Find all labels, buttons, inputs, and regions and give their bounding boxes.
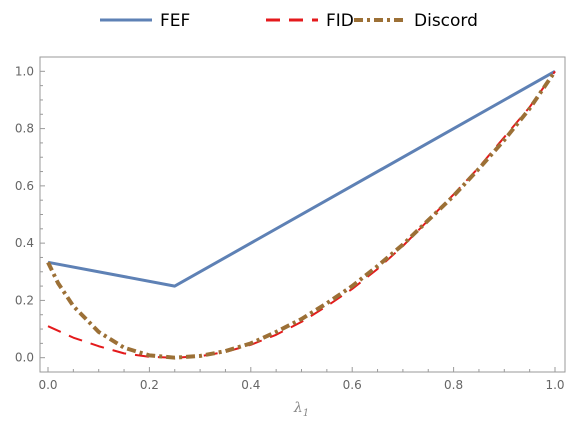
- x-axis-title-main: λ: [293, 400, 303, 416]
- x-axis: 0.0 0.2 0.4 0.6 0.8 1.0: [38, 367, 565, 392]
- y-tick-label: 0.2: [15, 293, 34, 307]
- x-tick-label: 0.0: [38, 378, 57, 392]
- series-layer: [46, 70, 557, 360]
- y-tick-label: 0.8: [15, 122, 34, 136]
- y-axis: 0.0 0.2 0.4 0.6 0.8 1.0: [15, 64, 45, 365]
- y-tick-label: 0.0: [15, 351, 34, 365]
- x-tick-label: 0.8: [444, 378, 463, 392]
- x-axis-title-subscript: 1: [303, 408, 309, 419]
- legend-label-fid: FID: [326, 11, 354, 31]
- series-line-fef: [47, 70, 556, 288]
- x-tick-label: 1.0: [545, 378, 564, 392]
- legend: FEF FID Discord: [100, 11, 478, 31]
- y-tick-label: 0.6: [15, 179, 34, 193]
- x-tick-label: 0.4: [241, 378, 260, 392]
- x-axis-title: λ1: [293, 400, 309, 419]
- x-tick-label: 0.2: [140, 378, 159, 392]
- y-tick-label: 0.4: [15, 236, 34, 250]
- legend-label-fef: FEF: [160, 11, 190, 31]
- x-tick-label: 0.6: [343, 378, 362, 392]
- y-tick-label: 1.0: [15, 64, 34, 78]
- series-line-discord: [46, 70, 557, 360]
- legend-label-discord: Discord: [414, 11, 478, 31]
